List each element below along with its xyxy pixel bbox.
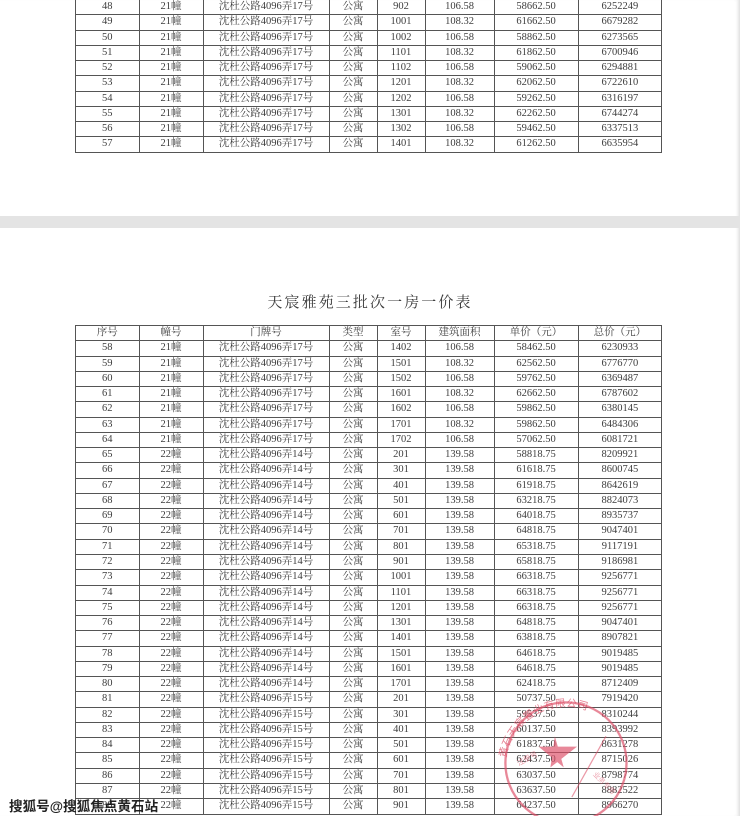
svg-text:业务专用: 业务专用 [590,770,617,797]
svg-text:注册号: 注册号 [515,748,540,768]
